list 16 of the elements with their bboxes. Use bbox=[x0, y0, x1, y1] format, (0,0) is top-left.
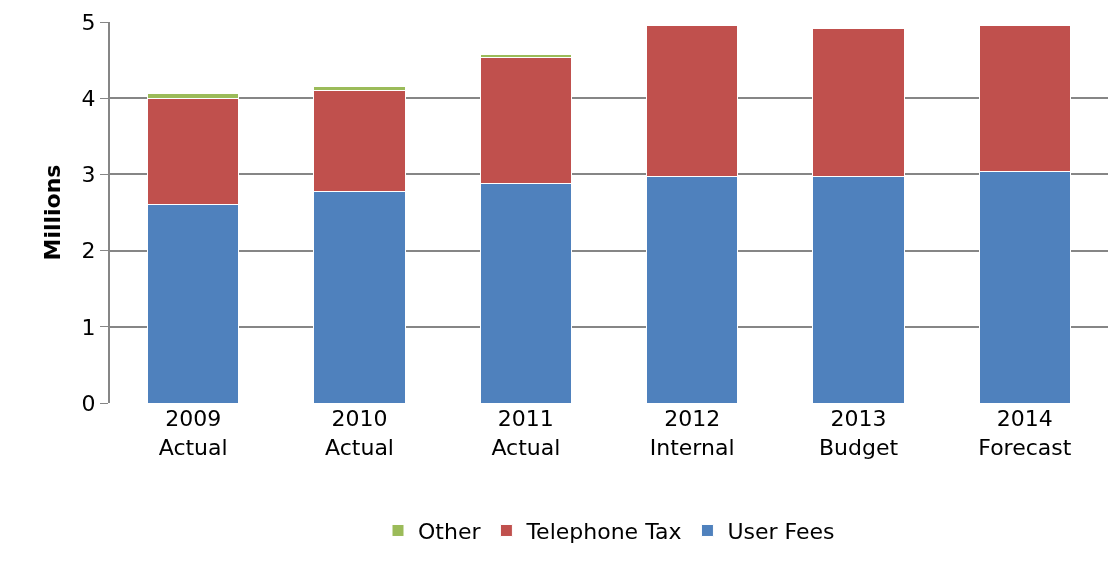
y-tick-label: 4 bbox=[81, 85, 96, 111]
y-tick-label: 3 bbox=[81, 162, 96, 188]
x-tick-label: 2014 Forecast bbox=[978, 406, 1072, 460]
x-tick-label: 2010 Actual bbox=[325, 406, 394, 460]
x-tick-label: 2009 Actual bbox=[158, 406, 228, 460]
y-tick-label: 1 bbox=[81, 314, 96, 340]
y-tick-label: 0 bbox=[81, 390, 96, 416]
y-tick-label: 2 bbox=[81, 238, 96, 264]
legend-label: User Fees bbox=[727, 519, 835, 545]
legend-label: Other bbox=[418, 519, 482, 545]
y-tick-label: 5 bbox=[81, 9, 96, 35]
y-axis-title: Millions bbox=[39, 164, 65, 261]
x-tick-label: 2012 Internal bbox=[649, 406, 735, 460]
legend-label: Telephone Tax bbox=[525, 519, 682, 545]
x-tick-label: 2013 Budget bbox=[818, 406, 899, 460]
x-tick-label: 2011 Actual bbox=[491, 406, 561, 460]
